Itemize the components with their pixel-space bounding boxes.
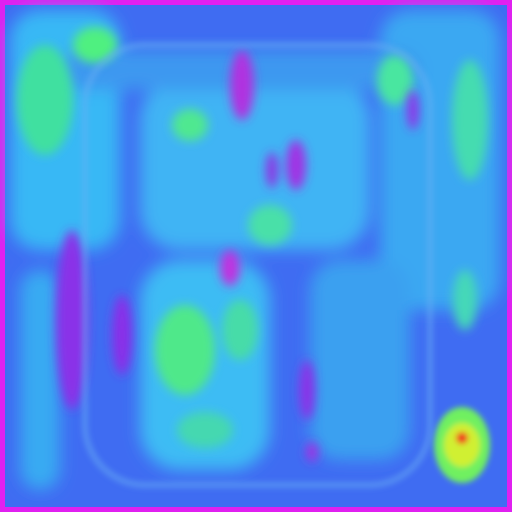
green-regions <box>17 27 488 448</box>
hot-spot <box>434 407 490 483</box>
purple-streaks <box>56 50 419 462</box>
frame-outline <box>82 42 433 488</box>
